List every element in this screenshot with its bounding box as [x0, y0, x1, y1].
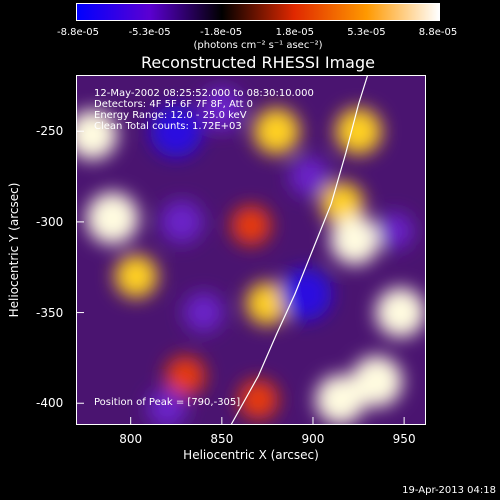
chart-title: Reconstructed RHESSI Image [141, 53, 375, 72]
peak-position: Position of Peak = [790,-305] [94, 397, 241, 408]
y-tick-label: -300 [36, 214, 64, 229]
x-tick-label: 800 [119, 432, 143, 446]
negative-intensity-blob [147, 388, 188, 425]
y-tick-label: -400 [36, 396, 64, 411]
clean-counts-info: Clean Total counts: 1.72E+03 [94, 121, 242, 132]
solar-limb-line [230, 75, 369, 425]
positive-intensity-blob [86, 192, 139, 245]
y-axis-label: Heliocentric Y (arcsec) [7, 182, 21, 318]
x-tick-label: 950 [392, 432, 416, 446]
negative-intensity-blob [279, 268, 332, 321]
x-tick-label: 900 [301, 432, 325, 446]
positive-intensity-blob [114, 254, 158, 298]
plot-frame [76, 75, 426, 425]
positive-intensity-blob [245, 281, 289, 326]
positive-intensity-blob [330, 215, 380, 265]
positive-intensity-blob [375, 287, 426, 338]
colorbar-tick-label: -8.8e-05 [57, 27, 99, 38]
negative-intensity-blob [150, 105, 203, 158]
colorbar-tick-label: -5.3e-05 [128, 27, 171, 38]
positive-intensity-blob [231, 205, 271, 246]
colorbar-tick-label: 8.8e-05 [418, 27, 458, 38]
positive-intensity-blob [315, 374, 366, 425]
positive-intensity-blob [238, 379, 279, 420]
y-tick-label: -250 [36, 124, 64, 139]
timestamp: 19-Apr-2013 04:18 [402, 485, 496, 496]
negative-intensity-blob [183, 292, 224, 333]
x-axis-label: Heliocentric X (arcsec) [183, 448, 319, 462]
positive-intensity-blob [320, 182, 364, 226]
positive-intensity-blob [165, 356, 206, 396]
negative-intensity-blob [160, 200, 204, 244]
heatmap-svg [76, 75, 426, 425]
x-tick-label: 850 [210, 432, 234, 446]
negative-intensity-blob [200, 87, 244, 132]
positive-intensity-blob [335, 108, 382, 155]
positive-intensity-blob [253, 108, 300, 155]
colorbar-tick-label: 5.3e-05 [347, 27, 386, 38]
detectors-info: Detectors: 4F 5F 6F 7F 8F, Att 0 [94, 99, 254, 110]
energy-range-info: Energy Range: 12.0 - 25.0 keV [94, 110, 247, 121]
negative-intensity-blob [289, 156, 330, 197]
positive-intensity-blob [76, 110, 118, 160]
observation-time: 12-May-2002 08:25:52.000 to 08:30:10.000 [94, 88, 314, 99]
y-tick-label: -350 [36, 305, 64, 320]
colorbar-unit: (photons cm⁻² s⁻¹ asec⁻²) [193, 40, 323, 51]
negative-intensity-blob [376, 212, 414, 250]
intensity-blobs [76, 87, 426, 425]
colorbar-tick-label: -1.8e-05 [200, 27, 243, 38]
colorbar-tick-label: 1.8e-05 [275, 27, 315, 38]
heatmap-plot: 12-May-2002 08:25:52.000 to 08:30:10.000… [76, 75, 426, 425]
colorbar [76, 3, 440, 21]
